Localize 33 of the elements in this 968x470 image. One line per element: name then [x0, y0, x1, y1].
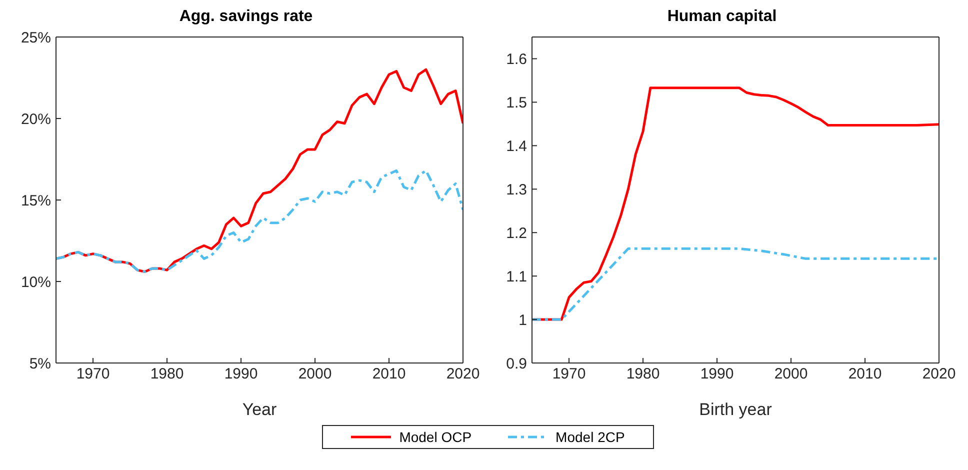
x-tick-label: 1980	[150, 366, 184, 383]
x-tick-label: 1970	[552, 366, 586, 383]
chart-title: Human capital	[666, 8, 778, 27]
y-tick-label: 5%	[29, 355, 51, 372]
x-tick-label: 2010	[372, 366, 406, 383]
y-tick-label: 1.3	[506, 181, 527, 198]
x-tick-label: 2000	[298, 366, 332, 383]
y-tick-label: 20%	[20, 110, 51, 128]
y-tick-label: 25%	[20, 29, 51, 46]
legend-label: Model 2CP	[556, 429, 625, 445]
x-tick-label: 1990	[224, 366, 258, 383]
x-tick-label: 2000	[774, 366, 808, 383]
x-tick-label: 1990	[700, 366, 734, 383]
x-tick-label: 2010	[848, 366, 882, 383]
y-tick-label: 10%	[20, 274, 51, 291]
chart-title: Agg. savings rate	[178, 8, 314, 27]
y-tick-label: 1.5	[506, 94, 527, 112]
line-series	[532, 247, 939, 321]
y-tick-label: 1.6	[506, 51, 527, 68]
y-tick-label: 1.1	[506, 268, 527, 286]
y-tick-label: 0.9	[506, 355, 527, 372]
y-tick-label: 15%	[20, 192, 51, 210]
x-tick-label: 1970	[76, 366, 110, 383]
y-tick-label: 1.2	[506, 224, 527, 242]
y-tick-label: 1	[518, 312, 527, 329]
x-tick-label: 2020	[446, 366, 480, 383]
x-axis-title: Year	[242, 400, 278, 419]
x-tick-label: 2020	[922, 366, 956, 383]
y-tick-label: 1.4	[506, 138, 527, 155]
line-series	[56, 169, 463, 273]
legend-label: Model OCP	[399, 429, 472, 445]
x-tick-label: 1980	[626, 366, 660, 383]
x-axis-title: Birth year	[699, 400, 772, 419]
